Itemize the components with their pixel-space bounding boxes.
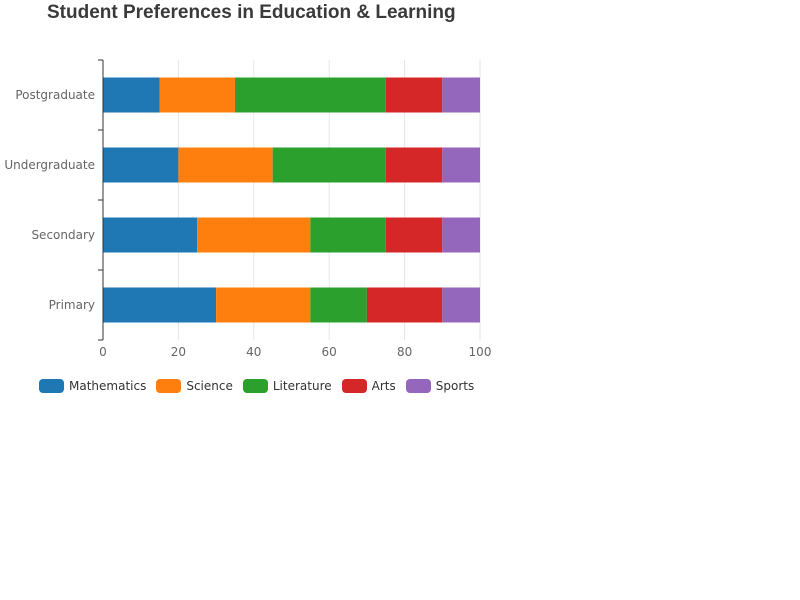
- x-tick-label-1: 20: [171, 345, 186, 359]
- bar-science-postgraduate: [159, 77, 235, 113]
- x-tick-label-2: 40: [246, 345, 261, 359]
- y-tick-label-undergraduate: Undergraduate: [4, 158, 95, 172]
- legend-item-science[interactable]: Science: [156, 379, 233, 393]
- bar-arts-postgraduate: [385, 77, 443, 113]
- bar-science-primary: [216, 287, 311, 323]
- bar-sports-secondary: [442, 217, 480, 253]
- y-tick-label-secondary: Secondary: [31, 228, 95, 242]
- bar-sports-primary: [442, 287, 480, 323]
- chart-title: Student Preferences in Education & Learn…: [47, 2, 456, 23]
- bar-literature-primary: [310, 287, 367, 323]
- legend-item-literature[interactable]: Literature: [242, 379, 332, 393]
- legend-swatch: [39, 379, 64, 393]
- legend-label: Mathematics: [69, 379, 147, 393]
- legend-swatch: [341, 379, 367, 393]
- legend-swatch: [405, 379, 431, 393]
- y-tick-label-primary: Primary: [49, 298, 95, 312]
- bar-mathematics-primary: [103, 287, 217, 323]
- bar-sports-undergraduate: [442, 147, 480, 183]
- legend-label: Sports: [435, 379, 475, 393]
- bar-arts-secondary: [385, 217, 443, 253]
- bar-science-undergraduate: [178, 147, 273, 183]
- bar-arts-undergraduate: [385, 147, 443, 183]
- bar-literature-postgraduate: [234, 77, 386, 113]
- legend-swatch: [242, 379, 268, 393]
- chart-legend: Mathematics Science Literature Arts Sports: [39, 379, 484, 393]
- bar-literature-secondary: [310, 217, 386, 253]
- x-tick-label-4: 80: [397, 345, 412, 359]
- legend-label: Arts: [371, 379, 396, 393]
- bar-arts-primary: [366, 287, 443, 323]
- x-tick-label-5: 100: [469, 345, 492, 359]
- bar-mathematics-postgraduate: [103, 77, 160, 113]
- bar-sports-postgraduate: [442, 77, 480, 113]
- bar-literature-undergraduate: [272, 147, 386, 183]
- bar-mathematics-secondary: [103, 217, 198, 253]
- legend-item-arts[interactable]: Arts: [341, 379, 396, 393]
- y-tick-label-postgraduate: Postgraduate: [15, 88, 95, 102]
- legend-label: Science: [186, 379, 233, 393]
- legend-item-sports[interactable]: Sports: [405, 379, 475, 393]
- bar-science-secondary: [197, 217, 311, 253]
- bar-mathematics-undergraduate: [103, 147, 179, 183]
- legend-swatch: [156, 379, 182, 393]
- legend-label: Literature: [272, 379, 332, 393]
- legend-item-mathematics[interactable]: Mathematics: [39, 379, 146, 393]
- x-tick-label-0: 0: [99, 345, 107, 359]
- x-tick-label-3: 60: [322, 345, 337, 359]
